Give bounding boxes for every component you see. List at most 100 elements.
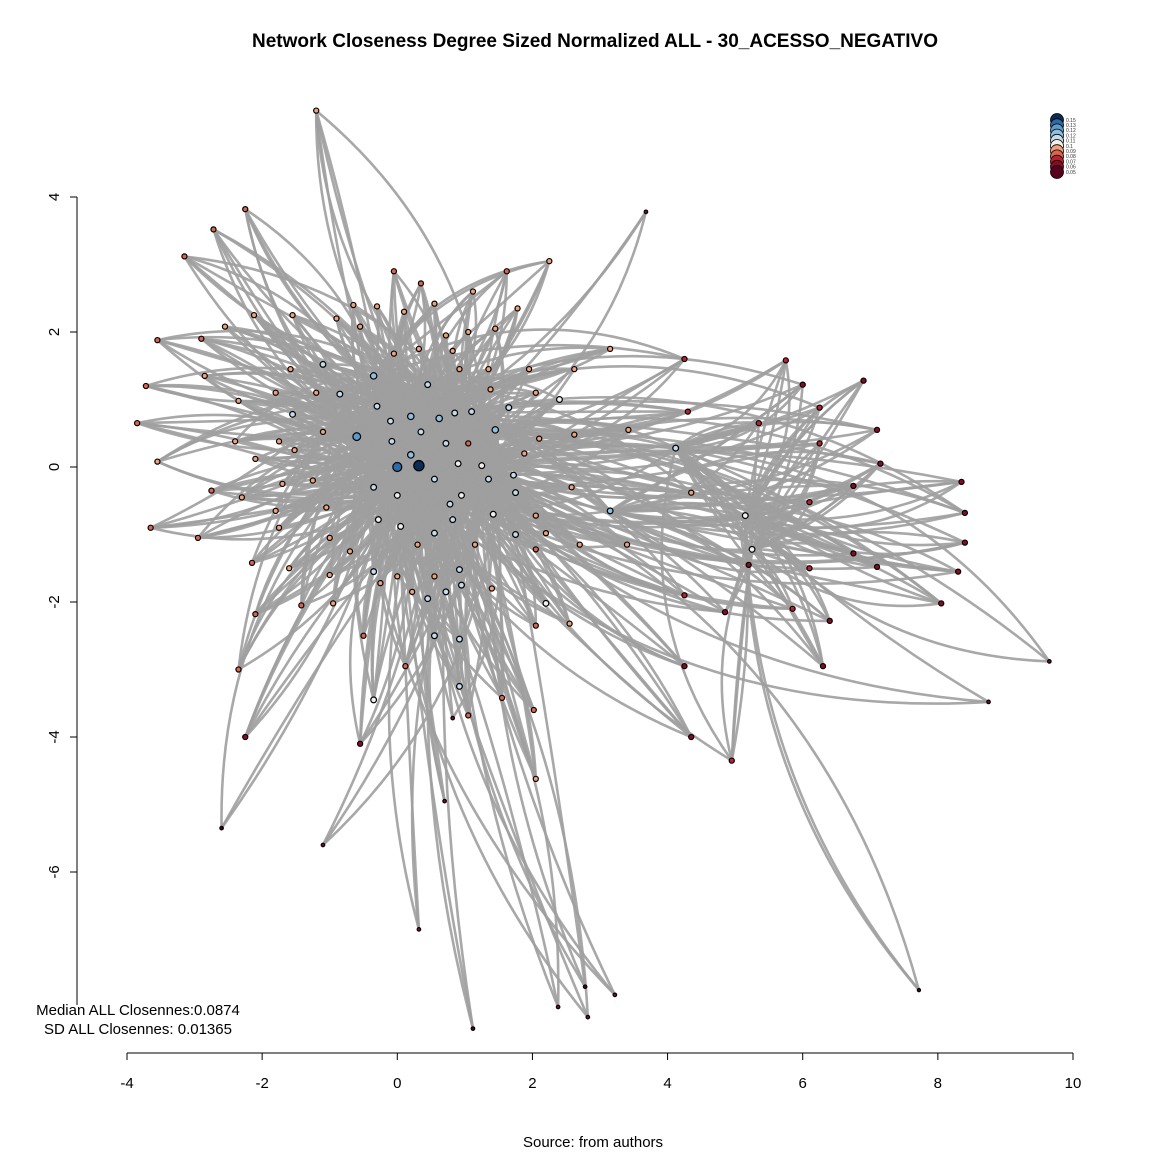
network-edge — [744, 379, 865, 517]
network-node — [721, 608, 729, 616]
network-edge — [675, 383, 804, 450]
network-node — [606, 345, 614, 353]
network-node — [416, 927, 422, 932]
network-node — [272, 507, 279, 515]
network-node — [819, 662, 827, 670]
network-node — [374, 516, 382, 524]
network-node — [238, 494, 246, 501]
network-node — [242, 205, 249, 213]
network-node — [512, 489, 520, 497]
network-node — [431, 300, 438, 307]
network-node — [606, 507, 614, 515]
network-node — [360, 632, 367, 639]
network-node — [961, 509, 969, 517]
network-node — [319, 360, 327, 368]
network-node — [394, 573, 401, 580]
legend-label: 0.13 — [1066, 123, 1076, 129]
network-node — [1046, 659, 1052, 664]
network-edge — [281, 416, 440, 485]
network-edge — [445, 388, 492, 445]
network-node — [850, 550, 857, 557]
network-node — [320, 842, 326, 848]
network-node — [525, 365, 533, 373]
network-node — [417, 428, 425, 436]
network-edge — [311, 383, 429, 482]
network-node — [503, 268, 510, 275]
network-node — [532, 389, 539, 396]
network-node — [532, 775, 539, 783]
network-node — [571, 365, 578, 373]
network-edge — [355, 435, 414, 593]
network-node — [958, 478, 965, 486]
network-node — [424, 595, 432, 603]
network-edge — [674, 421, 759, 450]
network-node — [147, 524, 154, 531]
network-edge — [744, 515, 920, 991]
network-edge — [480, 368, 531, 467]
network-edge — [751, 548, 810, 570]
chart-title: Network Closeness Degree Sized Normalize… — [252, 31, 938, 52]
network-node — [623, 541, 631, 548]
legend-label: 0.11 — [1066, 139, 1076, 145]
network-node — [435, 414, 443, 423]
node-layer — [133, 107, 1052, 1031]
edge-layer — [136, 109, 1051, 1029]
network-edge — [392, 352, 429, 386]
network-node — [471, 541, 479, 548]
network-node — [336, 390, 344, 398]
network-node — [643, 209, 649, 215]
network-node — [916, 987, 922, 993]
network-node — [860, 377, 867, 384]
network-edge — [675, 421, 760, 450]
network-edge — [396, 495, 589, 1018]
network-node — [373, 402, 381, 410]
network-node — [566, 620, 573, 627]
network-node — [393, 491, 401, 499]
network-node — [397, 522, 405, 530]
network-node — [154, 336, 161, 344]
network-node — [468, 408, 476, 416]
network-edge — [456, 463, 494, 590]
network-node — [450, 715, 456, 721]
network-node — [546, 257, 553, 265]
network-node — [465, 712, 472, 719]
network-node — [350, 301, 357, 309]
network-node — [356, 323, 364, 330]
network-node — [986, 699, 991, 705]
legend-label: 0.12 — [1066, 133, 1076, 139]
network-node — [424, 381, 432, 389]
x-axis: -4 -2 0 2 4 6 8 10 — [120, 1052, 1081, 1092]
network-node — [323, 504, 330, 511]
network-node — [532, 512, 539, 519]
network-node — [454, 460, 462, 468]
network-node — [491, 426, 500, 434]
network-node — [826, 617, 833, 625]
network-node — [370, 696, 378, 704]
network-node — [408, 588, 416, 596]
network-node — [442, 439, 450, 447]
network-edge — [457, 462, 921, 991]
network-edge — [744, 359, 788, 516]
network-edge — [314, 110, 429, 386]
network-edge — [675, 428, 878, 450]
network-node — [532, 546, 539, 553]
network-node — [442, 332, 450, 339]
y-tick-label: 4 — [46, 193, 63, 201]
network-node — [625, 426, 632, 434]
x-tick-label: 8 — [934, 1075, 942, 1092]
network-node — [542, 529, 550, 537]
network-node — [329, 600, 337, 607]
x-tick-label: -2 — [255, 1075, 268, 1092]
network-node — [286, 565, 293, 572]
network-node — [133, 419, 141, 427]
legend-label: 0.07 — [1066, 159, 1076, 165]
network-node — [681, 662, 688, 670]
network-node — [430, 475, 438, 483]
network-node — [369, 372, 378, 380]
network-edge — [751, 462, 882, 551]
legend-label: 0.12 — [1066, 128, 1076, 134]
network-node — [346, 548, 354, 555]
x-tick-label: 0 — [393, 1075, 401, 1092]
network-edge — [751, 462, 882, 551]
network-edge — [750, 384, 804, 551]
